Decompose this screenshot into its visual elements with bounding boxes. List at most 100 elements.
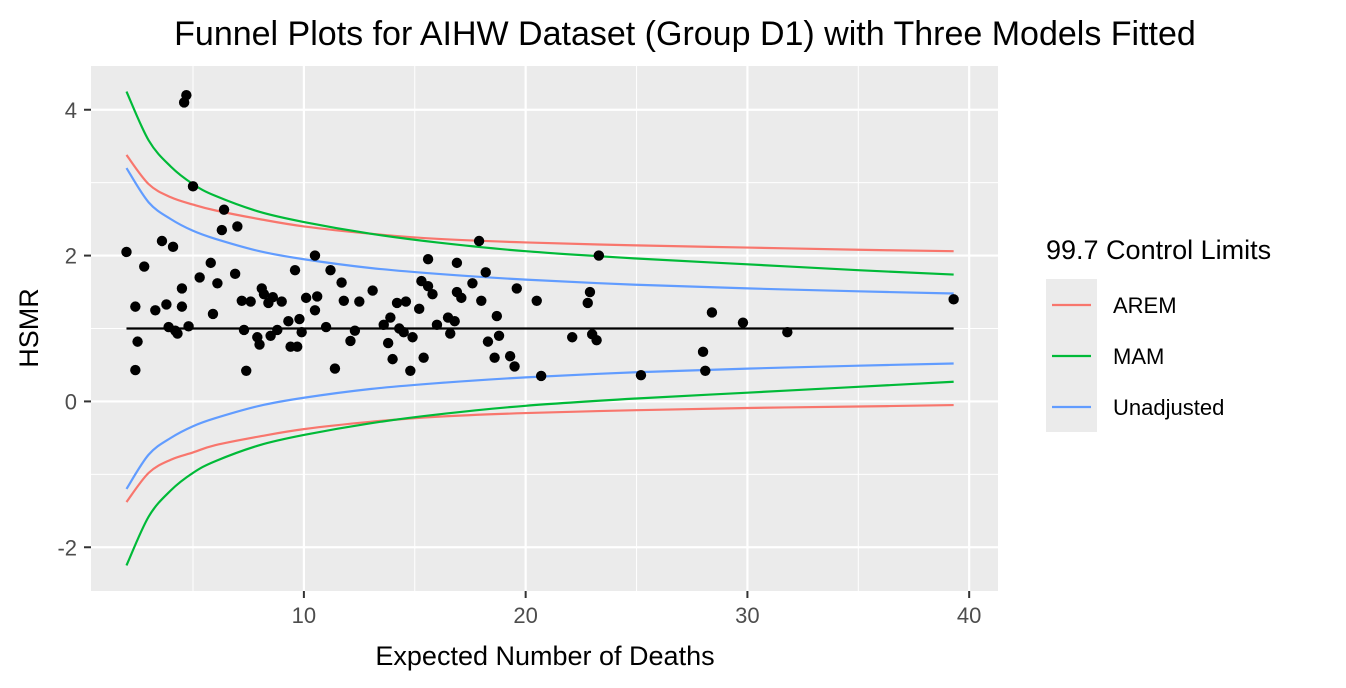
data-point xyxy=(948,294,959,305)
data-point xyxy=(535,370,547,382)
data-point xyxy=(161,299,172,310)
data-points xyxy=(121,89,959,382)
data-point xyxy=(205,257,216,269)
data-point xyxy=(329,363,341,374)
data-point xyxy=(418,352,429,363)
data-point xyxy=(296,326,307,338)
data-point xyxy=(504,351,516,362)
data-point xyxy=(400,296,412,307)
data-point xyxy=(218,204,230,215)
data-point xyxy=(567,332,578,343)
mam-lower-limit-line xyxy=(125,380,954,566)
data-point xyxy=(405,365,416,376)
data-point xyxy=(150,305,161,316)
data-point xyxy=(311,291,323,302)
data-point xyxy=(338,295,350,306)
data-point xyxy=(697,346,709,358)
data-point xyxy=(292,341,303,352)
data-point xyxy=(593,250,605,261)
data-point xyxy=(176,283,188,294)
data-point xyxy=(467,278,478,289)
data-point xyxy=(238,324,250,336)
data-point xyxy=(349,325,361,336)
data-point xyxy=(511,283,522,294)
data-point xyxy=(509,361,520,372)
data-point xyxy=(382,337,394,349)
data-point xyxy=(635,369,647,381)
data-point xyxy=(258,289,270,300)
unadjusted-lower-limit-line xyxy=(125,362,954,490)
x-axis-title: Expected Number of Deaths xyxy=(375,641,714,671)
data-point xyxy=(489,352,500,363)
data-point xyxy=(139,261,150,272)
legend-title: 99.7 Control Limits xyxy=(1046,235,1271,265)
data-point xyxy=(700,365,711,376)
data-point xyxy=(451,257,463,269)
data-point xyxy=(427,289,438,300)
y-axis-title: HSMR xyxy=(14,288,44,368)
y-tick-label: 0 xyxy=(65,389,77,414)
x-tick-label: 40 xyxy=(957,603,981,628)
data-point xyxy=(493,330,505,341)
data-point xyxy=(706,307,718,318)
data-point xyxy=(294,313,305,325)
data-point xyxy=(582,297,593,309)
data-point xyxy=(385,312,396,323)
arem-lower-limit-line xyxy=(125,403,954,503)
data-point xyxy=(449,316,460,327)
x-tick-label: 20 xyxy=(513,603,537,628)
data-point xyxy=(187,181,199,192)
data-point xyxy=(378,319,389,331)
data-point xyxy=(325,264,336,276)
data-point xyxy=(480,267,491,278)
data-point xyxy=(354,296,365,307)
legend: 99.7 Control Limits AREM MAM Unadjusted xyxy=(1046,235,1271,432)
data-point xyxy=(121,246,132,258)
data-point xyxy=(414,303,425,315)
legend-label-unadjusted: Unadjusted xyxy=(1113,395,1224,420)
x-tick-label: 10 xyxy=(292,603,316,628)
x-tick-label: 30 xyxy=(735,603,759,628)
x-axis-ticks: 10 20 30 40 xyxy=(292,591,981,628)
data-point xyxy=(167,241,179,253)
data-point xyxy=(267,291,279,303)
control-limit-curves xyxy=(125,91,954,566)
data-point xyxy=(207,308,219,320)
data-point xyxy=(216,224,228,236)
y-tick-label: 2 xyxy=(65,244,77,269)
data-point xyxy=(491,310,503,322)
data-point xyxy=(254,339,265,350)
data-point xyxy=(289,264,301,276)
data-point xyxy=(241,365,252,376)
data-point xyxy=(387,353,398,365)
data-point xyxy=(398,326,409,338)
data-point xyxy=(531,295,542,306)
data-point xyxy=(320,321,332,333)
data-point xyxy=(172,328,183,339)
data-point xyxy=(283,316,294,327)
chart-title: Funnel Plots for AIHW Dataset (Group D1)… xyxy=(174,15,1196,53)
data-point xyxy=(132,336,143,347)
data-point xyxy=(300,292,312,304)
data-point xyxy=(309,250,321,261)
y-axis-ticks: -2 0 2 4 xyxy=(57,98,91,560)
data-point xyxy=(130,364,141,376)
data-point xyxy=(476,295,487,306)
data-point xyxy=(336,277,347,288)
data-point xyxy=(130,301,141,312)
data-point xyxy=(245,296,256,307)
data-point xyxy=(456,292,467,304)
data-point xyxy=(309,305,321,316)
data-point xyxy=(272,324,283,336)
data-point xyxy=(445,328,456,339)
legend-label-arem: AREM xyxy=(1113,293,1177,318)
data-point xyxy=(176,301,188,312)
data-point xyxy=(473,235,485,247)
data-point xyxy=(229,268,241,280)
data-point xyxy=(591,334,602,346)
y-tick-label: -2 xyxy=(57,535,77,560)
data-point xyxy=(232,221,243,232)
data-point xyxy=(194,272,205,283)
legend-label-mam: MAM xyxy=(1113,344,1164,369)
data-point xyxy=(584,286,596,298)
